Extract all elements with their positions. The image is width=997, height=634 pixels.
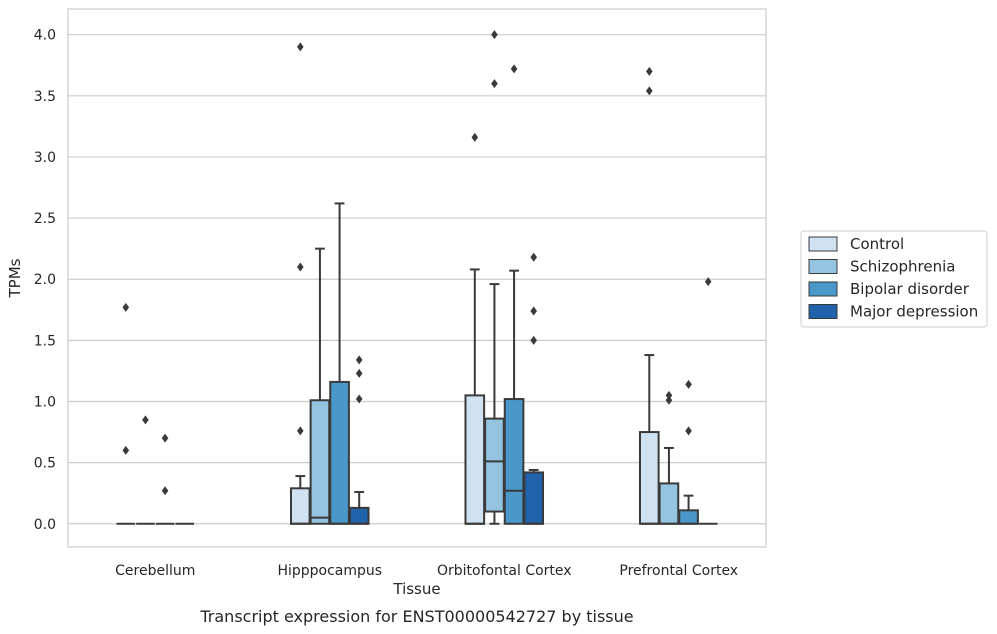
outlier-point bbox=[685, 379, 692, 389]
plot-frame bbox=[67, 8, 767, 548]
y-tick-label: 0.5 bbox=[34, 456, 56, 472]
outlier-point bbox=[297, 42, 304, 52]
outlier-point bbox=[355, 368, 363, 378]
box bbox=[289, 487, 311, 525]
outlier-point bbox=[530, 335, 537, 345]
legend: Control Schizophrenia Bipolar disorder Majo… bbox=[800, 230, 988, 328]
outlier-point bbox=[685, 426, 692, 436]
outlier-point bbox=[530, 252, 537, 262]
outlier-point bbox=[530, 306, 537, 316]
x-tick-label: Orbitofontal Cortex bbox=[437, 563, 572, 579]
box bbox=[484, 417, 505, 513]
y-tick-label: 1.0 bbox=[34, 394, 56, 410]
x-tick-label: Prefrontal Cortex bbox=[619, 563, 738, 579]
box bbox=[678, 509, 699, 525]
box bbox=[503, 398, 525, 525]
x-tick-label: Hipppocampus bbox=[277, 563, 382, 579]
plot-marks bbox=[116, 30, 718, 525]
outlier-point bbox=[355, 394, 363, 404]
y-tick-label: 4.0 bbox=[34, 28, 56, 44]
y-axis-ticks: 0.0 0.5 1.0 1.5 2.0 2.5 3.0 3.5 4.0 bbox=[34, 28, 56, 533]
box bbox=[329, 380, 350, 525]
y-tick-label: 2.5 bbox=[34, 211, 56, 227]
outlier-point bbox=[665, 390, 673, 400]
outlier-point bbox=[646, 86, 653, 96]
y-axis-label: TPMs bbox=[6, 258, 24, 298]
box bbox=[348, 506, 370, 525]
outlier-point bbox=[491, 79, 498, 89]
outlier-point bbox=[297, 426, 304, 436]
box bbox=[523, 471, 545, 525]
box bbox=[638, 431, 660, 525]
legend-swatch bbox=[808, 236, 838, 252]
outlier-point bbox=[355, 355, 363, 365]
x-axis-ticks: Cerebellum Hipppocampus Orbitofontal Corte… bbox=[115, 563, 738, 579]
y-tick-label: 0.0 bbox=[34, 517, 56, 533]
outlier-point bbox=[122, 445, 130, 455]
outlier-point bbox=[161, 486, 169, 496]
outlier-point bbox=[665, 395, 673, 405]
legend-frame bbox=[800, 230, 988, 328]
outlier-point bbox=[704, 277, 712, 287]
box bbox=[309, 399, 331, 525]
outlier-point bbox=[510, 64, 518, 74]
legend-label: Control bbox=[850, 235, 904, 253]
outlier-point bbox=[646, 66, 653, 76]
outlier-point bbox=[297, 262, 304, 272]
y-tick-label: 1.5 bbox=[34, 333, 56, 349]
outlier-point bbox=[491, 30, 498, 40]
outlier-point bbox=[161, 433, 169, 443]
x-tick-label: Cerebellum bbox=[115, 563, 195, 579]
legend-label: Major depression bbox=[850, 303, 978, 321]
legend-swatch bbox=[808, 281, 838, 297]
box bbox=[658, 482, 680, 525]
outlier-point bbox=[122, 302, 130, 312]
y-tick-label: 3.0 bbox=[34, 150, 56, 166]
outlier-point bbox=[142, 415, 149, 425]
legend-label: Bipolar disorder bbox=[850, 280, 970, 298]
legend-swatch bbox=[808, 259, 838, 274]
box bbox=[464, 394, 486, 525]
gridlines bbox=[68, 34, 766, 525]
outlier-point bbox=[471, 132, 479, 142]
legend-swatch bbox=[808, 304, 838, 319]
legend-label: Schizophrenia bbox=[850, 258, 955, 276]
y-tick-label: 3.5 bbox=[34, 89, 56, 105]
x-axis-label: Tissue bbox=[392, 580, 440, 598]
y-tick-label: 2.0 bbox=[34, 272, 56, 288]
figure-caption: Transcript expression for ENST0000054272… bbox=[199, 607, 633, 626]
